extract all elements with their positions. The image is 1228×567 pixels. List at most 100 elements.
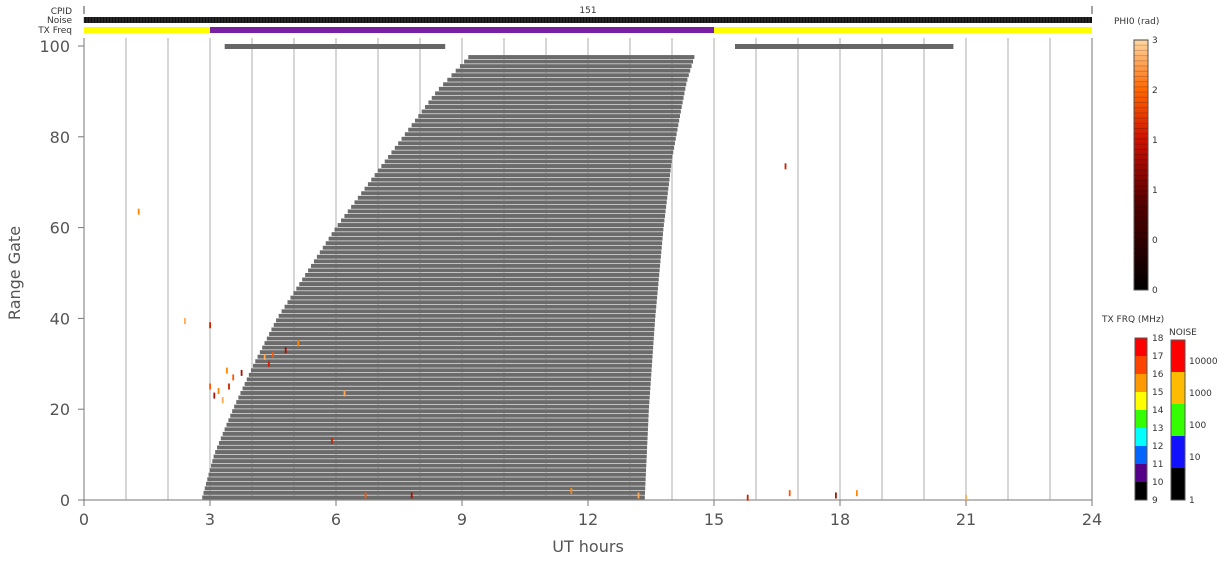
ground-scatter-strip bbox=[313, 259, 661, 264]
ground-scatter-strip bbox=[341, 218, 665, 223]
ground-scatter-strip bbox=[337, 223, 664, 227]
x-tick-label: 15 bbox=[704, 510, 724, 529]
scatter-point bbox=[297, 340, 300, 347]
ground-scatter-strip bbox=[388, 154, 673, 159]
ground-scatter-strip bbox=[284, 304, 657, 309]
ground-scatter-strip bbox=[240, 391, 651, 395]
ground-scatter-strip bbox=[414, 118, 680, 123]
txfreq-tick-label: 9 bbox=[1152, 496, 1158, 506]
ground-scatter-strip bbox=[371, 177, 670, 182]
txfreq-tick-label: 13 bbox=[1152, 424, 1163, 434]
ground-scatter-strip bbox=[319, 250, 662, 255]
ground-scatter-strip bbox=[347, 209, 666, 214]
scatter-point bbox=[272, 351, 274, 358]
txfreq-tick-label: 14 bbox=[1152, 406, 1164, 416]
scatter-point bbox=[240, 369, 243, 376]
scatter-point bbox=[228, 383, 230, 390]
scatter-point bbox=[284, 347, 287, 354]
ground-scatter-strip bbox=[248, 372, 652, 377]
ground-scatter-strip bbox=[206, 481, 646, 486]
y-axis-title: Range Gate bbox=[5, 226, 24, 320]
scatter-point bbox=[213, 392, 216, 399]
ground-scatter-strip bbox=[435, 91, 685, 96]
scatter-points bbox=[137, 163, 967, 501]
ground-scatter-strip bbox=[421, 109, 681, 114]
phi0-tick-label: 3 bbox=[1152, 36, 1158, 46]
y-tick-label: 80 bbox=[50, 128, 70, 147]
ground-scatter-strip bbox=[391, 150, 674, 155]
scatter-point bbox=[226, 367, 228, 374]
scatter-point bbox=[209, 383, 211, 390]
ground-scatter-strip bbox=[468, 55, 695, 60]
noise-tick-label: 100 bbox=[1189, 421, 1206, 431]
scatter-point bbox=[965, 494, 967, 501]
ground-scatter-strip bbox=[308, 268, 660, 273]
ground-scatter-strip bbox=[222, 431, 648, 436]
cpid-value: 151 bbox=[579, 6, 596, 16]
noise-colorbar-frame bbox=[1170, 339, 1186, 501]
y-tick-label: 40 bbox=[50, 309, 70, 328]
ground-scatter-strip bbox=[220, 436, 648, 441]
ground-scatter-strip bbox=[331, 232, 663, 237]
ground-scatter-strip bbox=[244, 381, 651, 386]
phi0-tick-label: 2 bbox=[1152, 86, 1158, 96]
txfreq-colorbar-cell bbox=[1135, 392, 1147, 410]
x-tick-label: 3 bbox=[205, 510, 215, 529]
x-tick-label: 6 bbox=[331, 510, 341, 529]
txfreq-tick-label: 11 bbox=[1152, 460, 1163, 470]
txfreq-tick-label: 18 bbox=[1152, 334, 1164, 344]
ground-scatter-strip bbox=[451, 73, 689, 78]
ground-scatter-strip bbox=[290, 295, 658, 300]
txfreq-colorbar-label: TX FRQ (MHz) bbox=[1101, 315, 1164, 325]
x-tick-label: 18 bbox=[830, 510, 850, 529]
ground-scatter-strip bbox=[242, 386, 651, 391]
ground-scatter-strip bbox=[361, 191, 668, 196]
txfreq-tick-label: 10 bbox=[1152, 478, 1164, 488]
ground-scatter-strip bbox=[224, 427, 648, 432]
noise-row-stripes bbox=[83, 17, 1090, 23]
ground-scatter-strip bbox=[411, 123, 679, 128]
scatter-point bbox=[217, 388, 220, 395]
phi0-colorbar bbox=[1133, 39, 1149, 291]
noise-colorbar-cell bbox=[1171, 340, 1185, 372]
ground-scatter-strip bbox=[287, 300, 657, 305]
y-tick-label: 20 bbox=[50, 400, 70, 419]
ground-scatter-strip bbox=[262, 345, 654, 350]
ground-scatter-strip bbox=[384, 159, 672, 164]
ground-scatter-strip bbox=[311, 263, 661, 268]
ground-scatter-strip bbox=[357, 195, 668, 200]
ground-scatter-strip bbox=[293, 291, 658, 296]
scatter-point bbox=[364, 492, 367, 499]
phi0-stripes bbox=[1134, 39, 1148, 286]
x-axis-title: UT hours bbox=[552, 537, 624, 556]
ground-scatter-strip bbox=[299, 282, 659, 287]
ground-scatter-strip bbox=[204, 486, 646, 491]
ground-scatter-strip bbox=[316, 254, 661, 259]
ground-scatter-strip bbox=[208, 472, 646, 477]
ground-scatter-strip bbox=[273, 322, 655, 327]
ground-scatter-strip bbox=[351, 204, 667, 209]
ground-scatter-strip bbox=[264, 341, 654, 346]
scatter-point bbox=[570, 487, 573, 494]
txfreq-colorbar-cell bbox=[1135, 428, 1147, 446]
x-tick-label: 12 bbox=[578, 510, 598, 529]
cpid-label: CPID bbox=[51, 7, 72, 17]
ground-scatter-strip bbox=[455, 68, 691, 73]
ground-scatter-strip bbox=[443, 82, 687, 87]
ground-scatter-strip bbox=[374, 173, 671, 178]
ground-scatter-strip bbox=[215, 450, 647, 454]
scatter-point bbox=[784, 163, 787, 170]
ground-scatter-strip bbox=[232, 409, 649, 414]
y-tick-label: 100 bbox=[39, 37, 70, 56]
phi0-label: PHI0 (rad) bbox=[1114, 17, 1159, 27]
ground-scatter-strip bbox=[281, 309, 656, 314]
ground-scatter-strip bbox=[367, 182, 669, 187]
ground-scatter-strip bbox=[334, 227, 664, 232]
txfreq-segment-0 bbox=[84, 27, 210, 33]
noise-colorbar-cell bbox=[1171, 404, 1185, 436]
phi0-tick-label: 1 bbox=[1152, 136, 1158, 146]
txfreq-colorbar-cell bbox=[1135, 410, 1147, 428]
ground-scatter-strip bbox=[394, 145, 675, 150]
ground-scatter-strip bbox=[438, 86, 686, 91]
ground-scatter-strip bbox=[425, 105, 682, 109]
